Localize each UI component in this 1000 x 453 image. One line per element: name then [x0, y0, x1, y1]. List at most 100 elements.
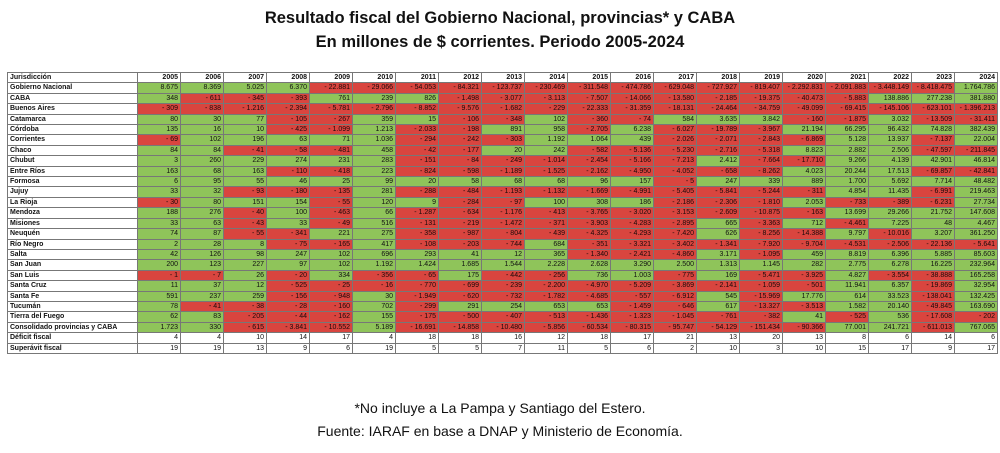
- summary-cell: 19: [180, 342, 224, 354]
- table-cell: - 3.967: [739, 124, 783, 136]
- table-cell: - 65: [395, 269, 439, 282]
- title-line-2: En millones de $ corrientes. Periodo 200…: [315, 33, 685, 51]
- table-cell: - 242: [438, 134, 482, 146]
- column-header-year: 2013: [481, 71, 525, 84]
- summary-cell: 14: [266, 332, 310, 344]
- table-cell: - 1.287: [395, 207, 439, 219]
- table-cell: - 105: [266, 113, 310, 126]
- table-cell: - 16: [352, 280, 396, 292]
- row-label: Neuquén: [7, 228, 138, 240]
- table-cell: - 230.469: [524, 82, 568, 94]
- table-cell: 5.692: [868, 176, 912, 188]
- table-cell: - 198: [438, 124, 482, 136]
- column-header-year: 2017: [653, 71, 697, 84]
- table-cell: 96.432: [868, 124, 912, 136]
- table-cell: 617: [696, 300, 740, 313]
- table-cell: - 2.895: [653, 217, 697, 230]
- table-cell: 12: [223, 280, 267, 292]
- table-cell: 102: [309, 248, 353, 261]
- summary-cell: 2: [653, 342, 697, 354]
- row-label: Tierra del Fuego: [7, 311, 138, 323]
- table-cell: - 162: [309, 311, 353, 323]
- table-cell: 196: [223, 134, 267, 146]
- table-cell: - 294: [395, 134, 439, 146]
- table-cell: 3: [137, 155, 181, 167]
- table-cell: - 90.366: [782, 321, 826, 334]
- table-cell: 102: [309, 259, 353, 271]
- table-cell: 1.544: [481, 259, 525, 271]
- column-header-year: 2024: [954, 71, 998, 84]
- table-cell: - 110: [266, 165, 310, 178]
- table-cell: 1.424: [395, 259, 439, 271]
- table-cell: 591: [137, 290, 181, 302]
- column-header-year: 2015: [567, 71, 611, 84]
- table-cell: 545: [696, 290, 740, 302]
- table-cell: - 382: [739, 311, 783, 323]
- table-cell: 361.250: [954, 228, 998, 240]
- table-row: La Rioja - 30 80 151 154- 55 120 9- 284- 97 100…: [7, 196, 998, 209]
- table-cell: 9.266: [825, 155, 869, 167]
- table-cell: 6.238: [610, 124, 654, 136]
- table-cell: - 18.131: [653, 103, 697, 115]
- table-cell: - 1.045: [653, 311, 697, 323]
- table-cell: 151: [223, 196, 267, 209]
- table-cell: 3.032: [868, 113, 912, 126]
- row-label: Salta: [7, 248, 138, 261]
- table-cell: 11.435: [868, 186, 912, 198]
- table-cell: - 95.747: [653, 321, 697, 334]
- table-cell: 78: [137, 300, 181, 313]
- table-cell: - 5.841: [696, 186, 740, 198]
- table-row: Entre Ríos 163 68 163- 110- 418 223- 824- 59…: [7, 165, 998, 178]
- table-cell: 696: [352, 248, 396, 261]
- table-cell: 8.823: [782, 144, 826, 157]
- table-cell: - 1.095: [739, 248, 783, 261]
- row-label: Formosa: [7, 176, 138, 188]
- table-cell: - 44: [266, 311, 310, 323]
- column-header-year: 2011: [395, 71, 439, 84]
- summary-cell: 12: [524, 332, 568, 344]
- table-cell: - 9.704: [782, 238, 826, 250]
- table-cell: 42: [137, 248, 181, 261]
- table-cell: 84: [137, 144, 181, 157]
- table-cell: 1.685: [438, 259, 482, 271]
- table-cell: 8.819: [825, 248, 869, 261]
- column-header-year: 2018: [696, 71, 740, 84]
- table-cell: 10: [223, 124, 267, 136]
- table-cell: 27.734: [954, 196, 998, 209]
- table-cell: 277.238: [911, 92, 955, 105]
- summary-cell: 5: [438, 342, 482, 354]
- table-cell: 712: [782, 217, 826, 230]
- table-cell: 68: [481, 176, 525, 188]
- table-cell: 439: [610, 134, 654, 146]
- table-cell: 20: [481, 144, 525, 157]
- table-cell: - 598: [438, 165, 482, 178]
- table-cell: - 7.920: [739, 238, 783, 250]
- table-cell: - 2.705: [567, 124, 611, 136]
- page-title: Resultado fiscal del Gobierno Nacional, …: [0, 6, 1000, 54]
- table-cell: 154: [266, 196, 310, 209]
- table-cell: - 5.166: [610, 155, 654, 167]
- table-cell: 5.885: [911, 248, 955, 261]
- table-cell: 33: [137, 217, 181, 230]
- table-cell: 30: [352, 290, 396, 302]
- table-cell: 80: [180, 196, 224, 209]
- table-cell: 11: [137, 280, 181, 292]
- table-cell: 516: [352, 217, 396, 230]
- table-cell: - 2.091.883: [825, 82, 869, 94]
- table-cell: 7.714: [911, 176, 955, 188]
- table-cell: - 1.525: [524, 165, 568, 178]
- table-cell: 1.723: [137, 321, 181, 334]
- table-cell: - 135: [309, 186, 353, 198]
- footnote-exclusion: *No incluye a La Pampa y Santiago del Es…: [354, 400, 646, 416]
- table-cell: - 17.710: [782, 155, 826, 167]
- table-cell: - 442: [481, 269, 525, 282]
- title-line-1: Resultado fiscal del Gobierno Nacional, …: [264, 9, 736, 27]
- table-cell: 77.001: [825, 321, 869, 334]
- summary-cell: 6: [954, 332, 998, 344]
- table-cell: - 987: [438, 228, 482, 240]
- table-cell: - 7.664: [739, 155, 783, 167]
- table-cell: 66: [352, 207, 396, 219]
- table-cell: - 345: [223, 92, 267, 105]
- table-row: Gobierno Nacional 8.675 8.369 5.025 6.370- 2…: [7, 82, 998, 94]
- table-cell: - 284: [438, 196, 482, 209]
